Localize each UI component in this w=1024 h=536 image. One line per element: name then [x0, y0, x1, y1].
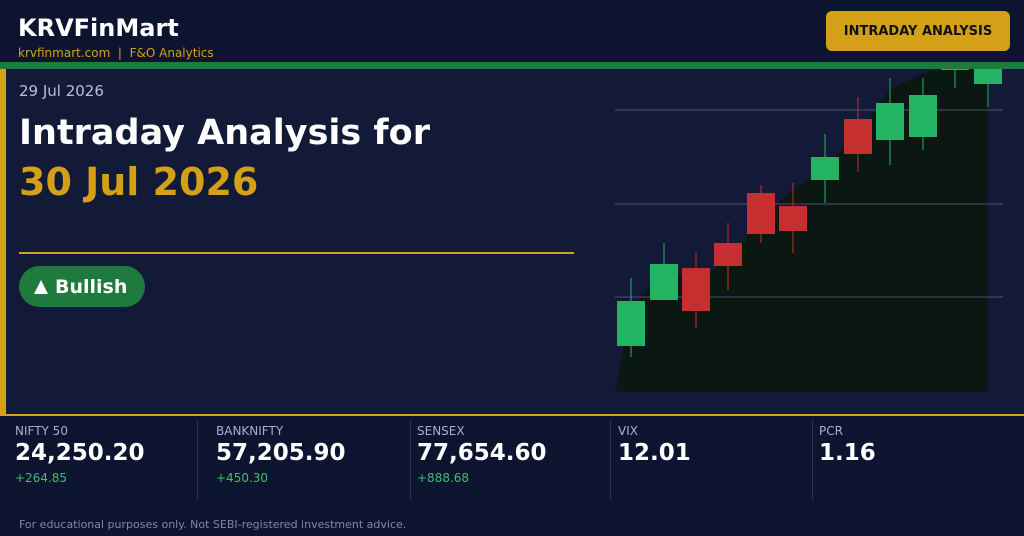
stat: PCR 1.16: [819, 420, 1019, 500]
stat-value: 1.16: [819, 440, 876, 466]
candle-body: [909, 95, 937, 137]
date: 29 Jul 2026: [19, 82, 104, 100]
divider: [19, 252, 574, 254]
candle-body: [974, 69, 1002, 84]
brand: KRVFinMart: [18, 14, 179, 42]
candle-body: [811, 157, 839, 180]
stat-change: +264.85: [15, 471, 68, 485]
stat-label: BANKNIFTY: [216, 424, 284, 438]
stat-change: +450.30: [216, 471, 269, 485]
candle-body: [779, 206, 807, 231]
decorative-chart: [615, 69, 1003, 392]
badge: INTRADAY ANALYSIS: [826, 11, 1010, 51]
candle-body: [844, 119, 872, 154]
subtitle: krvfinmart.com | F&O Analytics: [18, 46, 214, 60]
stat-label: PCR: [819, 424, 843, 438]
stat: VIX 12.01: [618, 420, 818, 500]
accent-bar: [0, 69, 6, 414]
candle-body: [747, 193, 775, 234]
sentiment: Bullish: [55, 275, 128, 298]
stat: SENSEX 77,654.60 +888.68: [417, 420, 617, 500]
stats-bar: [0, 414, 1024, 536]
stat-divider: [812, 420, 813, 500]
stat: BANKNIFTY 57,205.90 +450.30: [216, 420, 416, 500]
stat-label: SENSEX: [417, 424, 465, 438]
stat-value: 12.01: [618, 440, 691, 466]
headline-date: 30 Jul 2026: [19, 160, 259, 204]
stat-divider: [197, 420, 198, 500]
headline: Intraday Analysis for: [19, 113, 430, 153]
site: krvfinmart.com: [18, 46, 111, 60]
separator: |: [117, 46, 122, 60]
stat-change: +888.68: [417, 471, 470, 485]
up-arrow: [34, 279, 48, 294]
stat-value: 57,205.90: [216, 440, 346, 466]
header-stripe: [0, 62, 1024, 69]
stat-label: VIX: [618, 424, 638, 438]
stat-value: 77,654.60: [417, 440, 547, 466]
stat-divider: [610, 420, 611, 500]
candle-body: [650, 264, 678, 300]
tagline: F&O Analytics: [129, 46, 214, 60]
disclaimer: For educational purposes only. Not SEBI-…: [19, 518, 407, 531]
stat-label: NIFTY 50: [15, 424, 68, 438]
candle-body: [617, 301, 645, 346]
stat-divider: [410, 420, 411, 500]
stat-value: 24,250.20: [15, 440, 145, 466]
candle-body: [876, 103, 904, 140]
candle-body: [714, 243, 742, 266]
stat: NIFTY 50 24,250.20 +264.85: [15, 420, 215, 500]
candle-body: [682, 268, 710, 311]
candle-body: [941, 69, 969, 70]
sentiment-pill: Bullish: [19, 266, 145, 307]
